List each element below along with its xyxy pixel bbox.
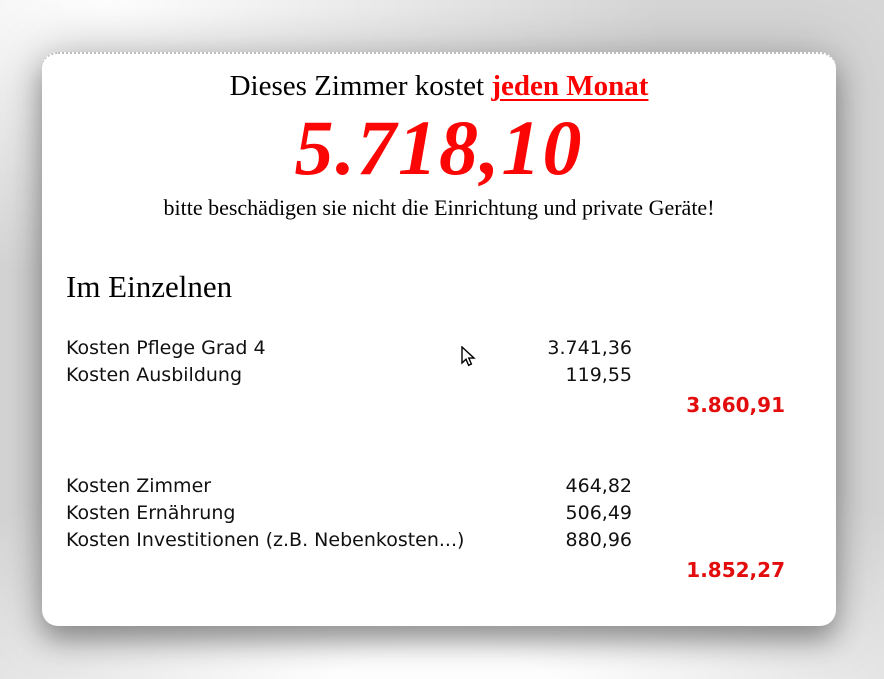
cost-label: Kosten Ausbildung [66, 363, 243, 386]
cost-value: 464,82 [565, 474, 632, 497]
cost-label: Kosten Zimmer [66, 474, 212, 497]
cost-label: Kosten Pflege Grad 4 [66, 336, 266, 359]
cost-group-2: Kosten Zimmer 464,82 Kosten Ernährung 50… [66, 473, 812, 584]
cost-group-1: Kosten Pflege Grad 4 3.741,36 Kosten Aus… [66, 335, 812, 419]
subtotal-group-2: 1.852,27 [686, 557, 785, 582]
details-heading: Im Einzelnen [66, 268, 233, 304]
cost-row: Kosten Investitionen (z.B. Nebenkosten..… [66, 527, 632, 554]
cost-value: 506,49 [565, 501, 632, 524]
notice-title-prefix: Dieses Zimmer kostet [229, 70, 492, 102]
notice-card: Dieses Zimmer kostet jeden Monat 5.718,1… [42, 52, 836, 626]
cost-label: Kosten Investitionen (z.B. Nebenkosten..… [66, 528, 465, 551]
notice-title-highlight: jeden Monat [491, 70, 649, 102]
cost-row: Kosten Ernährung 506,49 [66, 500, 632, 527]
cost-value: 880,96 [565, 528, 632, 551]
cost-row: Kosten Ausbildung 119,55 [66, 362, 632, 389]
cost-row: Kosten Zimmer 464,82 [66, 473, 632, 500]
cost-table: Kosten Pflege Grad 4 3.741,36 Kosten Aus… [66, 335, 812, 584]
subtotal-group-1: 3.860,91 [686, 392, 785, 417]
cost-row: Kosten Pflege Grad 4 3.741,36 [66, 335, 632, 362]
cost-value: 3.741,36 [547, 336, 632, 359]
notice-title: Dieses Zimmer kostet jeden Monat [66, 70, 812, 103]
warning-text: bitte beschädigen sie nicht die Einricht… [163, 194, 715, 220]
cost-value: 119,55 [565, 363, 632, 386]
cost-label: Kosten Ernährung [66, 501, 236, 524]
monthly-amount: 5.718,10 [294, 104, 584, 191]
